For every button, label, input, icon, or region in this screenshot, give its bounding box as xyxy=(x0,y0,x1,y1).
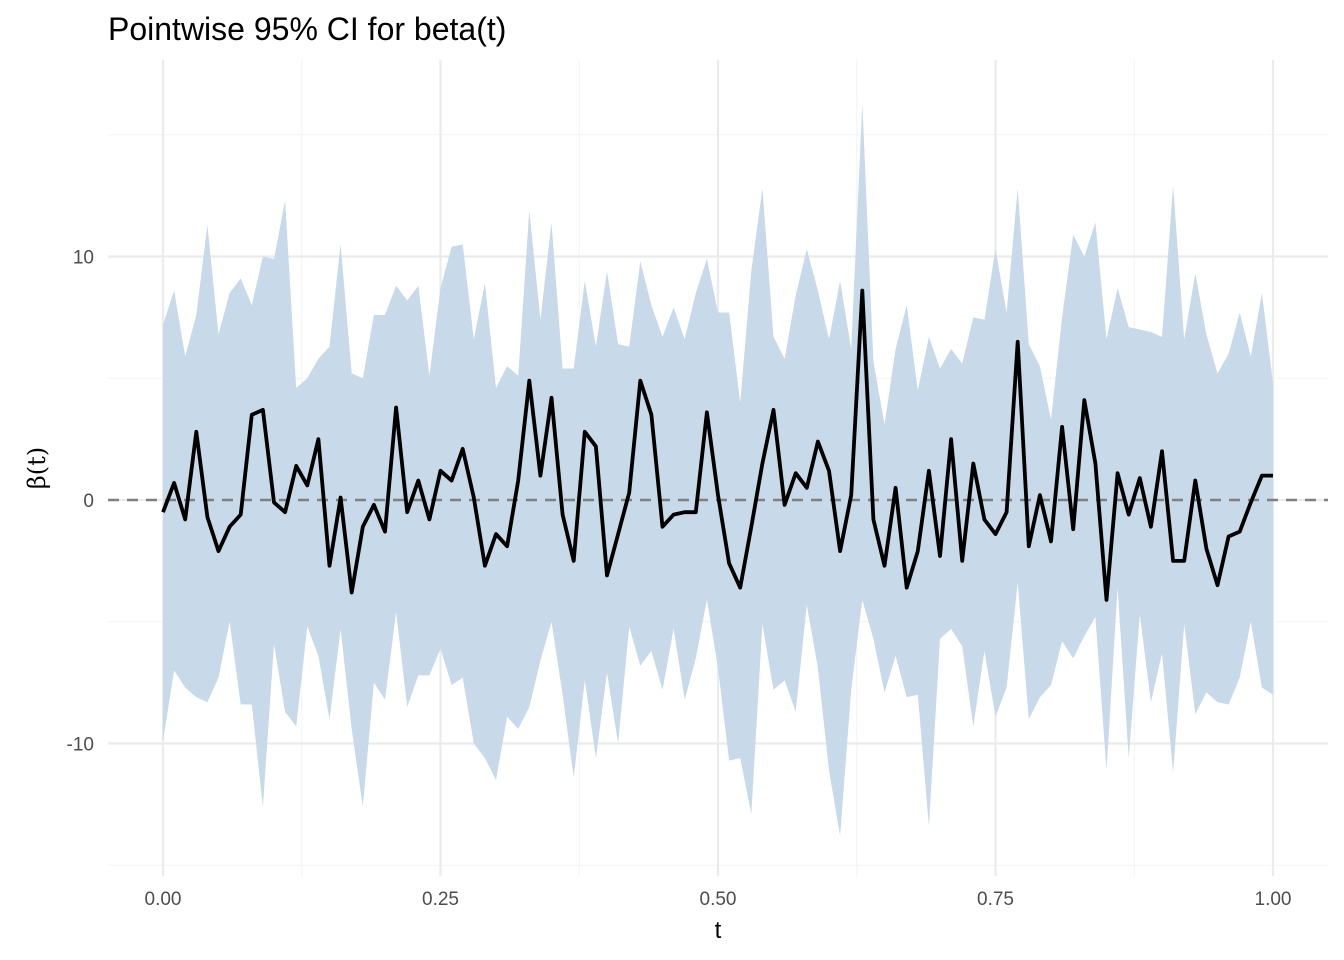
y-tick-label: 0 xyxy=(83,491,94,512)
x-tick-label: 0.00 xyxy=(145,889,182,910)
x-tick-label: 0.75 xyxy=(977,889,1014,910)
x-tick-label: 0.50 xyxy=(700,889,737,910)
y-axis-title: β(t) xyxy=(23,447,51,489)
x-tick-label: 0.25 xyxy=(422,889,459,910)
x-axis-title: t xyxy=(715,917,722,944)
x-tick-label: 1.00 xyxy=(1255,889,1292,910)
chart-title: Pointwise 95% CI for beta(t) xyxy=(108,11,506,47)
estimate-line xyxy=(161,288,1273,602)
y-tick-label: -10 xyxy=(67,735,94,756)
confidence-band xyxy=(163,103,1273,837)
y-tick-labels: -10 0 10 xyxy=(67,248,94,756)
x-tick-labels: 0.00 0.25 0.50 0.75 1.00 xyxy=(145,889,1292,910)
y-tick-label: 10 xyxy=(73,248,94,269)
